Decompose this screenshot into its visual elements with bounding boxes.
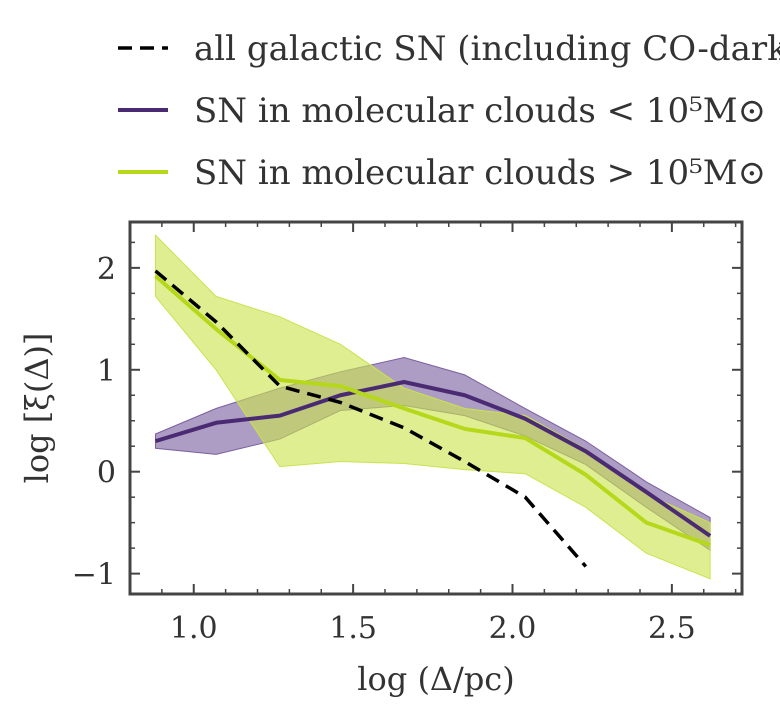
y-tick-label: 0: [97, 456, 116, 491]
y-tick-label: 1: [97, 354, 116, 389]
plot-bands: [155, 234, 711, 580]
legend-label-0: all galactic SN (including CO-dark): [194, 29, 780, 69]
x-tick-label: 2.5: [648, 611, 696, 646]
legend-label-1: SN in molecular clouds < 10⁵M⊙: [194, 91, 766, 131]
series-band-2: [155, 234, 711, 580]
series-line-1: [154, 380, 712, 538]
legend: all galactic SN (including CO-dark) SN in…: [118, 29, 780, 193]
x-axis-label: log (Δ/pc): [357, 660, 514, 698]
x-tick-label: 2.0: [489, 611, 537, 646]
plot-frame: [128, 220, 744, 596]
axis-ticks: 1.0 1.5 2.0 2.5 −1 0 1 2: [72, 222, 742, 646]
y-tick-label: −1: [72, 558, 116, 593]
series-line-0: [154, 269, 588, 568]
x-tick-label: 1.0: [170, 611, 218, 646]
series-line-2: [154, 274, 711, 547]
x-tick-label: 1.5: [329, 611, 377, 646]
y-tick-label: 2: [97, 252, 116, 287]
y-axis-label: log [ξ(Δ)]: [18, 333, 56, 484]
legend-label-2: SN in molecular clouds > 10⁵M⊙: [194, 153, 766, 193]
plot-lines: [154, 269, 712, 568]
